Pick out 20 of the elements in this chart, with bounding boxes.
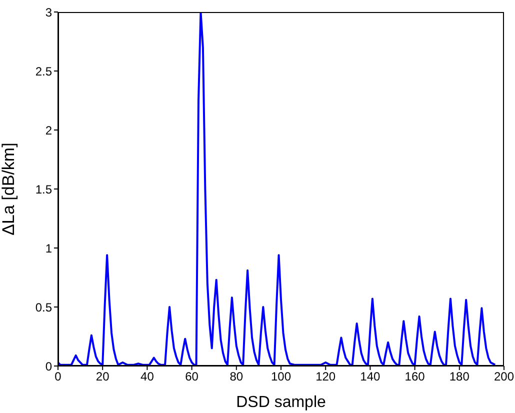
x-tick-label: 100 (270, 370, 292, 384)
y-tick-label: 2 (45, 123, 52, 138)
y-tick-label: 0 (45, 359, 52, 374)
y-axis-title: ΔLa [dB/km] (0, 142, 18, 236)
x-tick-label: 40 (140, 370, 154, 384)
x-tick-label: 60 (185, 370, 199, 384)
x-tick-label: 0 (54, 370, 62, 384)
x-tick-label: 200 (494, 370, 514, 384)
y-tick-label: 3 (45, 5, 52, 20)
x-tick-label: 140 (360, 370, 381, 384)
y-tick-label: 1.5 (35, 182, 52, 196)
y-tick-label: 2.5 (35, 64, 52, 78)
x-tick-label: 80 (230, 370, 244, 384)
x-tick-label: 120 (316, 370, 336, 384)
x-axis-title: DSD sample (236, 394, 326, 411)
y-tick-label: 0.5 (35, 300, 52, 314)
x-tick-label: 20 (96, 370, 110, 384)
x-tick-label: 160 (404, 370, 426, 384)
x-tick-label: 180 (449, 370, 470, 384)
y-tick-label: 1 (45, 241, 52, 256)
